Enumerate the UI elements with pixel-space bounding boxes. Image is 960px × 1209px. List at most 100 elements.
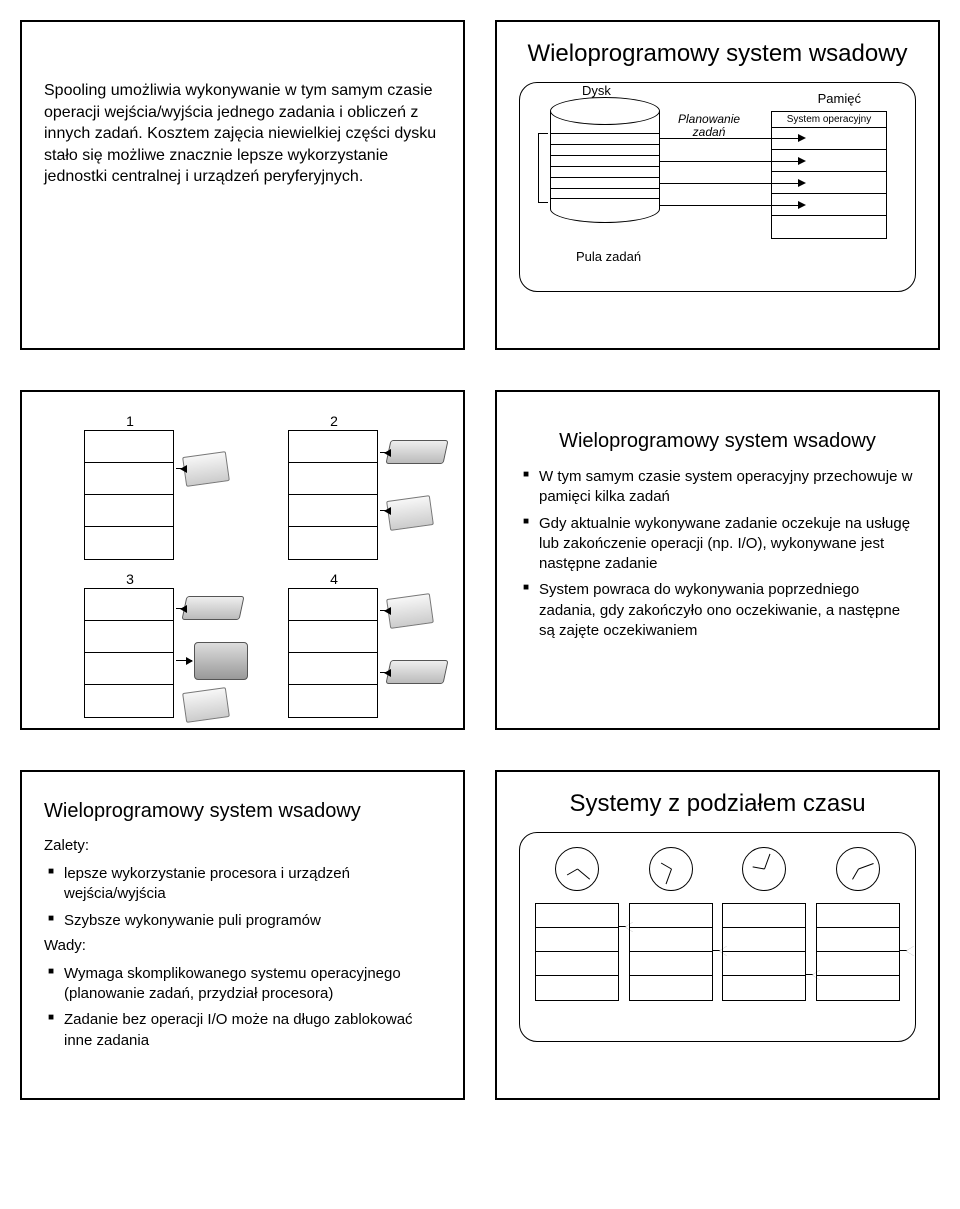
queue-cell [85, 463, 173, 495]
memory-row [772, 128, 886, 150]
keyboard-icon [184, 596, 242, 620]
batch-diagram-frame: Dysk Pamięć Planowaniezadań System opera… [519, 82, 916, 292]
clock-icon [742, 847, 786, 891]
slide-pros-cons: Wieloprogramowy system wsadowy Zalety: l… [20, 770, 465, 1100]
bullet-item: lepsze wykorzystanie procesora i urządze… [48, 864, 441, 905]
wady-list: Wymaga skomplikowanego systemu operacyjn… [44, 964, 441, 1051]
stack-num: 3 [85, 571, 175, 587]
queue-cell [85, 653, 173, 685]
process-cell [630, 928, 712, 952]
timeshare-column [722, 847, 806, 1031]
timeshare-column [629, 847, 713, 1031]
process-cell [817, 952, 899, 976]
disk-row [551, 133, 659, 144]
queue-cell [85, 431, 173, 463]
scheduler-label: Planowaniezadań [678, 113, 740, 139]
queue-cell [289, 685, 377, 717]
document-icon [184, 454, 228, 484]
pool-bracket-icon [538, 133, 548, 203]
arrow-head-icon [798, 134, 806, 142]
process-cell [536, 904, 618, 928]
disk-row [551, 166, 659, 177]
clock-icon [836, 847, 880, 891]
slide4-title: Wieloprogramowy system wsadowy [519, 430, 916, 453]
process-stack [629, 903, 713, 1001]
spooling-text: Spooling umożliwia wykonywanie w tym sam… [44, 80, 441, 188]
process-cell [630, 976, 712, 1000]
bullet-item: System powraca do wykonywania poprzednie… [523, 580, 916, 641]
queue-stack: 3 [84, 588, 174, 718]
process-stack [535, 903, 619, 1001]
process-cell [630, 904, 712, 928]
queue-cell [289, 589, 377, 621]
memory-label: Pamięć [818, 91, 861, 106]
arrow-icon [660, 138, 800, 139]
disk-row [551, 144, 659, 155]
queue-cell [85, 621, 173, 653]
arrow-icon [380, 452, 390, 453]
queue-stack: 2 [288, 430, 378, 560]
slide2-title: Wieloprogramowy system wsadowy [519, 40, 916, 68]
arrow-head-icon [798, 201, 806, 209]
process-stack [816, 903, 900, 1001]
slide-four-queues: 1 2 3 [20, 390, 465, 730]
bullet-item: Szybsze wykonywanie puli programów [48, 911, 441, 931]
process-cell [536, 928, 618, 952]
document-icon [388, 498, 432, 528]
bullet-list: W tym samym czasie system operacyjny prz… [519, 467, 916, 641]
timeshare-column [535, 847, 619, 1031]
queue-cell [289, 621, 377, 653]
slide-batch-bullets: Wieloprogramowy system wsadowy W tym sam… [495, 390, 940, 730]
queue-cell [85, 589, 173, 621]
queue-cell [289, 527, 377, 559]
keyboard-icon [388, 440, 446, 464]
arrow-icon [660, 183, 800, 184]
pool-label: Pula zadań [576, 249, 641, 264]
bullet-item: W tym samym czasie system operacyjny prz… [523, 467, 916, 508]
arrow-icon [176, 468, 186, 469]
stack-num: 2 [289, 413, 379, 429]
slide-batch-diagram: Wieloprogramowy system wsadowy Dysk Pami… [495, 20, 940, 350]
arrow-head-icon [798, 157, 806, 165]
process-cell [723, 976, 805, 1000]
bullet-item: Wymaga skomplikowanego systemu operacyjn… [48, 964, 441, 1005]
stack-num: 1 [85, 413, 175, 429]
disk-icon [550, 97, 660, 237]
keyboard-icon [388, 660, 446, 684]
arrow-icon [380, 510, 390, 511]
arrow-icon [176, 608, 186, 609]
bullet-item: Zadanie bez operacji I/O może na długo z… [48, 1010, 441, 1051]
queue-stack: 4 [288, 588, 378, 718]
process-cell [536, 952, 618, 976]
zalety-label: Zalety: [44, 837, 441, 854]
slide-spooling: Spooling umożliwia wykonywanie w tym sam… [20, 20, 465, 350]
queue-cell [85, 495, 173, 527]
slide-timeshare: Systemy z podziałem czasu [495, 770, 940, 1100]
process-cell [536, 976, 618, 1000]
queue-stack: 1 [84, 430, 174, 560]
pointer-icon [900, 946, 914, 956]
process-cell [817, 976, 899, 1000]
os-label: System operacyjny [772, 112, 886, 128]
arrow-icon [660, 205, 800, 206]
slide5-title: Wieloprogramowy system wsadowy [44, 800, 441, 823]
disk-label: Dysk [582, 83, 611, 98]
process-cell [723, 928, 805, 952]
process-cell [723, 904, 805, 928]
queue-cell [289, 495, 377, 527]
disk-row [551, 155, 659, 166]
queue-cell [85, 685, 173, 717]
zalety-list: lepsze wykorzystanie procesora i urządze… [44, 864, 441, 931]
queue-cell [289, 463, 377, 495]
process-cell [817, 904, 899, 928]
queue-cell [289, 653, 377, 685]
disk-row [551, 177, 659, 188]
slide6-title: Systemy z podziałem czasu [519, 790, 916, 818]
process-cell [630, 952, 712, 976]
arrow-head-icon [798, 179, 806, 187]
timeshare-frame [519, 832, 916, 1042]
wady-label: Wady: [44, 937, 441, 954]
document-icon [388, 596, 432, 626]
arrow-icon [660, 161, 800, 162]
arrow-icon [380, 610, 390, 611]
